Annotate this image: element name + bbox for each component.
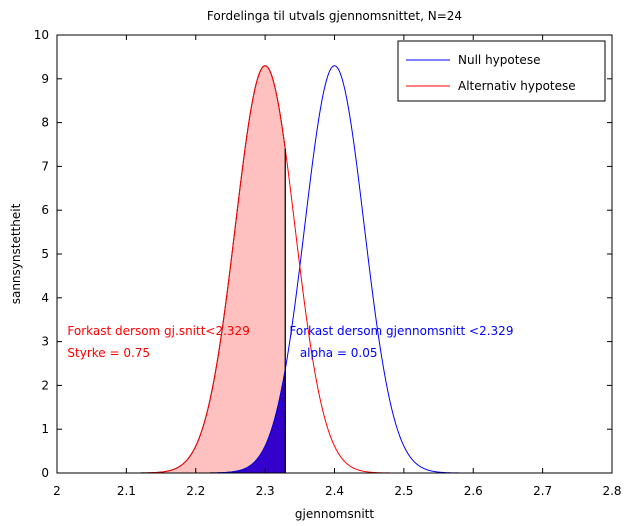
- x-tick-label-8: 2.8: [602, 484, 621, 498]
- legend: Null hypotese Alternativ hypotese: [397, 40, 606, 102]
- x-tick-label-1: 2.1: [117, 484, 136, 498]
- y-tick-label-8: 8: [41, 116, 49, 130]
- y-axis-label: sannsynstettheit: [9, 203, 23, 304]
- legend-label-1: Null hypotese: [458, 53, 540, 67]
- y-tick-label-1: 1: [41, 422, 49, 436]
- y-tick-label-0: 0: [41, 466, 49, 480]
- y-tick-label-7: 7: [41, 159, 49, 173]
- axis-ticks: 2 2.1 2.2 2.3 2.4 2.5 2.6 2.7 2.8 0 1 2 3 4 5 6 7 8 9 10: [34, 28, 622, 498]
- y-tick-label-2: 2: [41, 378, 49, 392]
- annotation-4: alpha = 0.05: [300, 346, 378, 360]
- y-tick-label-5: 5: [41, 247, 49, 261]
- x-tick-label-4: 2.4: [325, 484, 344, 498]
- x-tick-label-6: 2.6: [464, 484, 483, 498]
- annotation-1: Forkast dersom gj.snitt<2.329: [67, 324, 249, 338]
- shaded-region-1: [91, 65, 286, 474]
- x-tick-label-2: 2.2: [186, 484, 205, 498]
- legend-box: [397, 40, 606, 102]
- x-tick-label-3: 2.3: [256, 484, 275, 498]
- legend-label-2: Alternativ hypotese: [458, 79, 576, 93]
- annotation-3: Forkast dersom gjennomsnitt <2.329: [289, 324, 513, 338]
- y-tick-label-3: 3: [41, 335, 49, 349]
- chart-title: Fordelinga til utvals gjennomsnittet, N=…: [207, 9, 462, 23]
- y-tick-label-9: 9: [41, 72, 49, 86]
- y-tick-label-10: 10: [34, 28, 49, 42]
- y-tick-label-4: 4: [41, 291, 49, 305]
- annotation-2: Styrke = 0.75: [67, 346, 150, 360]
- annotations: Forkast dersom gj.snitt<2.329 Styrke = 0.…: [67, 324, 513, 360]
- x-tick-label-7: 2.7: [533, 484, 552, 498]
- x-tick-label-5: 2.5: [394, 484, 413, 498]
- x-tick-label-0: 2: [53, 484, 61, 498]
- y-tick-label-6: 6: [41, 203, 49, 217]
- shaded-regions: [91, 65, 286, 474]
- x-axis-label: gjennomsnitt: [295, 507, 374, 521]
